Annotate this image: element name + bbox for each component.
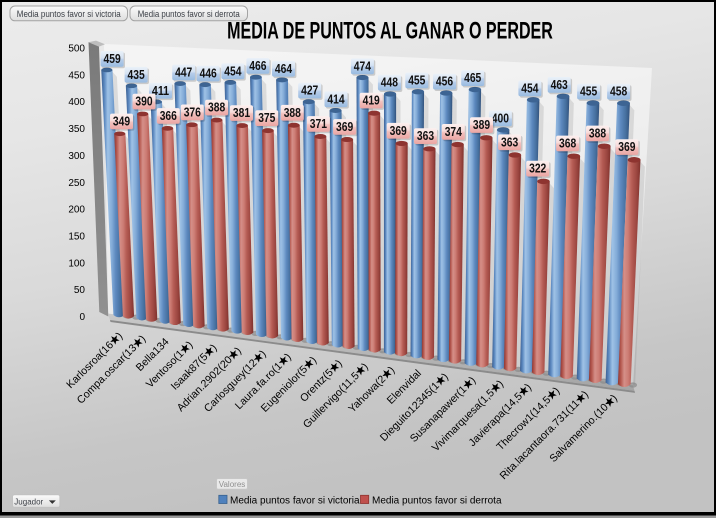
svg-text:368: 368 bbox=[559, 136, 576, 151]
svg-text:0: 0 bbox=[79, 312, 85, 323]
svg-text:400: 400 bbox=[68, 97, 85, 108]
svg-text:474: 474 bbox=[354, 58, 372, 73]
svg-text:): ) bbox=[495, 378, 506, 389]
svg-text:446: 446 bbox=[200, 66, 217, 81]
svg-text:): ) bbox=[137, 333, 148, 344]
svg-text:): ) bbox=[551, 385, 562, 396]
svg-text:376: 376 bbox=[184, 104, 201, 119]
svg-text:): ) bbox=[386, 364, 397, 375]
svg-text:447: 447 bbox=[175, 65, 192, 80]
svg-text:): ) bbox=[440, 371, 451, 382]
svg-text:388: 388 bbox=[208, 100, 225, 115]
svg-text:): ) bbox=[609, 392, 620, 403]
svg-text:): ) bbox=[184, 339, 195, 350]
svg-text:): ) bbox=[580, 389, 591, 400]
svg-text:): ) bbox=[114, 330, 125, 341]
svg-text:371: 371 bbox=[310, 116, 327, 131]
svg-text:): ) bbox=[283, 351, 294, 362]
svg-text:400: 400 bbox=[492, 111, 509, 126]
svg-text:369: 369 bbox=[336, 119, 353, 134]
svg-text:381: 381 bbox=[233, 105, 250, 120]
svg-text:427: 427 bbox=[301, 83, 318, 98]
svg-text:Media puntos favor si victoria: Media puntos favor si victoria bbox=[230, 495, 360, 506]
svg-text:366: 366 bbox=[160, 108, 177, 123]
svg-text:): ) bbox=[334, 358, 345, 369]
svg-text:): ) bbox=[523, 381, 534, 392]
svg-text:414: 414 bbox=[327, 91, 345, 106]
svg-text:): ) bbox=[467, 374, 478, 385]
svg-text:Jugador: Jugador bbox=[14, 498, 43, 507]
svg-text:450: 450 bbox=[68, 70, 85, 81]
svg-text:369: 369 bbox=[390, 123, 407, 138]
svg-text:369: 369 bbox=[618, 139, 635, 154]
svg-text:50: 50 bbox=[74, 285, 86, 296]
svg-text:456: 456 bbox=[436, 74, 453, 89]
svg-text:459: 459 bbox=[104, 51, 121, 66]
svg-text:250: 250 bbox=[68, 178, 85, 189]
svg-text:349: 349 bbox=[113, 114, 130, 129]
svg-text:150: 150 bbox=[68, 231, 85, 242]
svg-text:455: 455 bbox=[580, 84, 597, 99]
svg-text:): ) bbox=[360, 361, 371, 372]
svg-text:455: 455 bbox=[408, 73, 425, 88]
svg-text:Media puntos favor si derrota: Media puntos favor si derrota bbox=[138, 9, 241, 19]
svg-text:Media puntos favor si derrota: Media puntos favor si derrota bbox=[372, 495, 502, 506]
svg-text:): ) bbox=[209, 342, 220, 353]
svg-text:): ) bbox=[308, 354, 319, 365]
svg-text:100: 100 bbox=[68, 258, 85, 269]
svg-text:464: 464 bbox=[275, 61, 293, 76]
svg-text:448: 448 bbox=[381, 75, 398, 90]
svg-text:458: 458 bbox=[610, 84, 627, 99]
svg-text:363: 363 bbox=[501, 134, 518, 149]
svg-text:466: 466 bbox=[249, 58, 266, 73]
svg-text:350: 350 bbox=[68, 124, 85, 135]
svg-text:388: 388 bbox=[589, 126, 606, 141]
svg-text:419: 419 bbox=[363, 93, 380, 108]
svg-text:463: 463 bbox=[551, 77, 568, 92]
svg-text:300: 300 bbox=[68, 151, 85, 162]
svg-text:322: 322 bbox=[529, 161, 546, 176]
svg-text:200: 200 bbox=[68, 205, 85, 216]
svg-text:): ) bbox=[233, 345, 244, 356]
svg-text:363: 363 bbox=[417, 128, 434, 143]
svg-text:465: 465 bbox=[464, 70, 481, 85]
svg-text:435: 435 bbox=[128, 67, 145, 82]
svg-text:454: 454 bbox=[224, 63, 242, 78]
svg-text:454: 454 bbox=[521, 80, 539, 95]
svg-text:MEDIA DE PUNTOS AL GANAR O PER: MEDIA DE PUNTOS AL GANAR O PERDER bbox=[227, 19, 553, 45]
svg-text:Media puntos favor si victoria: Media puntos favor si victoria bbox=[17, 9, 122, 19]
svg-text:374: 374 bbox=[445, 124, 463, 139]
svg-text:389: 389 bbox=[473, 117, 490, 132]
svg-text:): ) bbox=[258, 348, 269, 359]
svg-text:375: 375 bbox=[258, 110, 275, 125]
svg-text:Valores: Valores bbox=[219, 480, 246, 489]
svg-text:388: 388 bbox=[284, 105, 301, 120]
svg-text:500: 500 bbox=[68, 44, 85, 55]
svg-text:390: 390 bbox=[135, 94, 152, 109]
svg-text:411: 411 bbox=[152, 83, 169, 98]
